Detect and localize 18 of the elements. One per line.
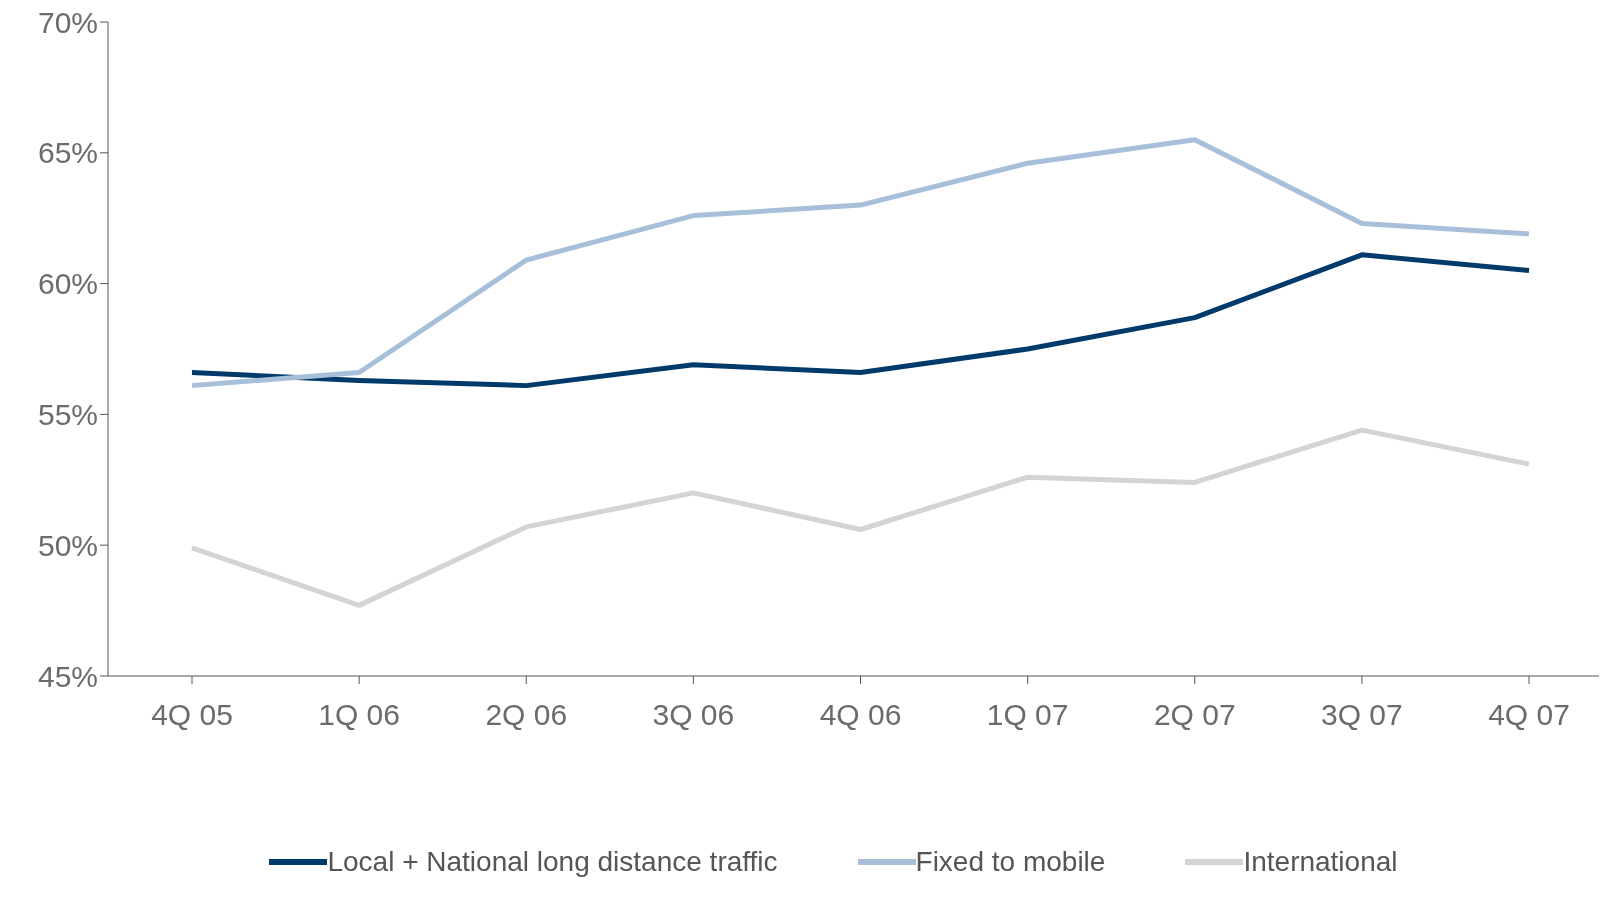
x-tick-label: 1Q 06 [318, 698, 400, 732]
x-tick-label: 3Q 07 [1321, 698, 1403, 732]
legend-label: Fixed to mobile [915, 846, 1106, 878]
x-tick-label: 2Q 06 [485, 698, 568, 732]
legend-label: International [1243, 846, 1398, 878]
y-tick-label: 70% [37, 5, 98, 39]
x-tick-label: 2Q 07 [1153, 698, 1236, 732]
legend-label: Local + National long distance traffic [327, 846, 778, 878]
y-tick-label: 50% [37, 528, 98, 562]
x-tick-label: 4Q 05 [151, 698, 233, 732]
x-tick-label: 3Q 06 [652, 698, 735, 732]
x-tick-label: 4Q 06 [819, 698, 902, 732]
y-tick-label: 55% [37, 398, 98, 432]
y-tick-label: 65% [37, 136, 98, 170]
y-tick-label: 60% [37, 267, 98, 301]
x-tick-label: 4Q 07 [1488, 698, 1570, 732]
y-tick-label: 45% [37, 659, 98, 693]
x-tick-label: 1Q 07 [986, 698, 1069, 732]
